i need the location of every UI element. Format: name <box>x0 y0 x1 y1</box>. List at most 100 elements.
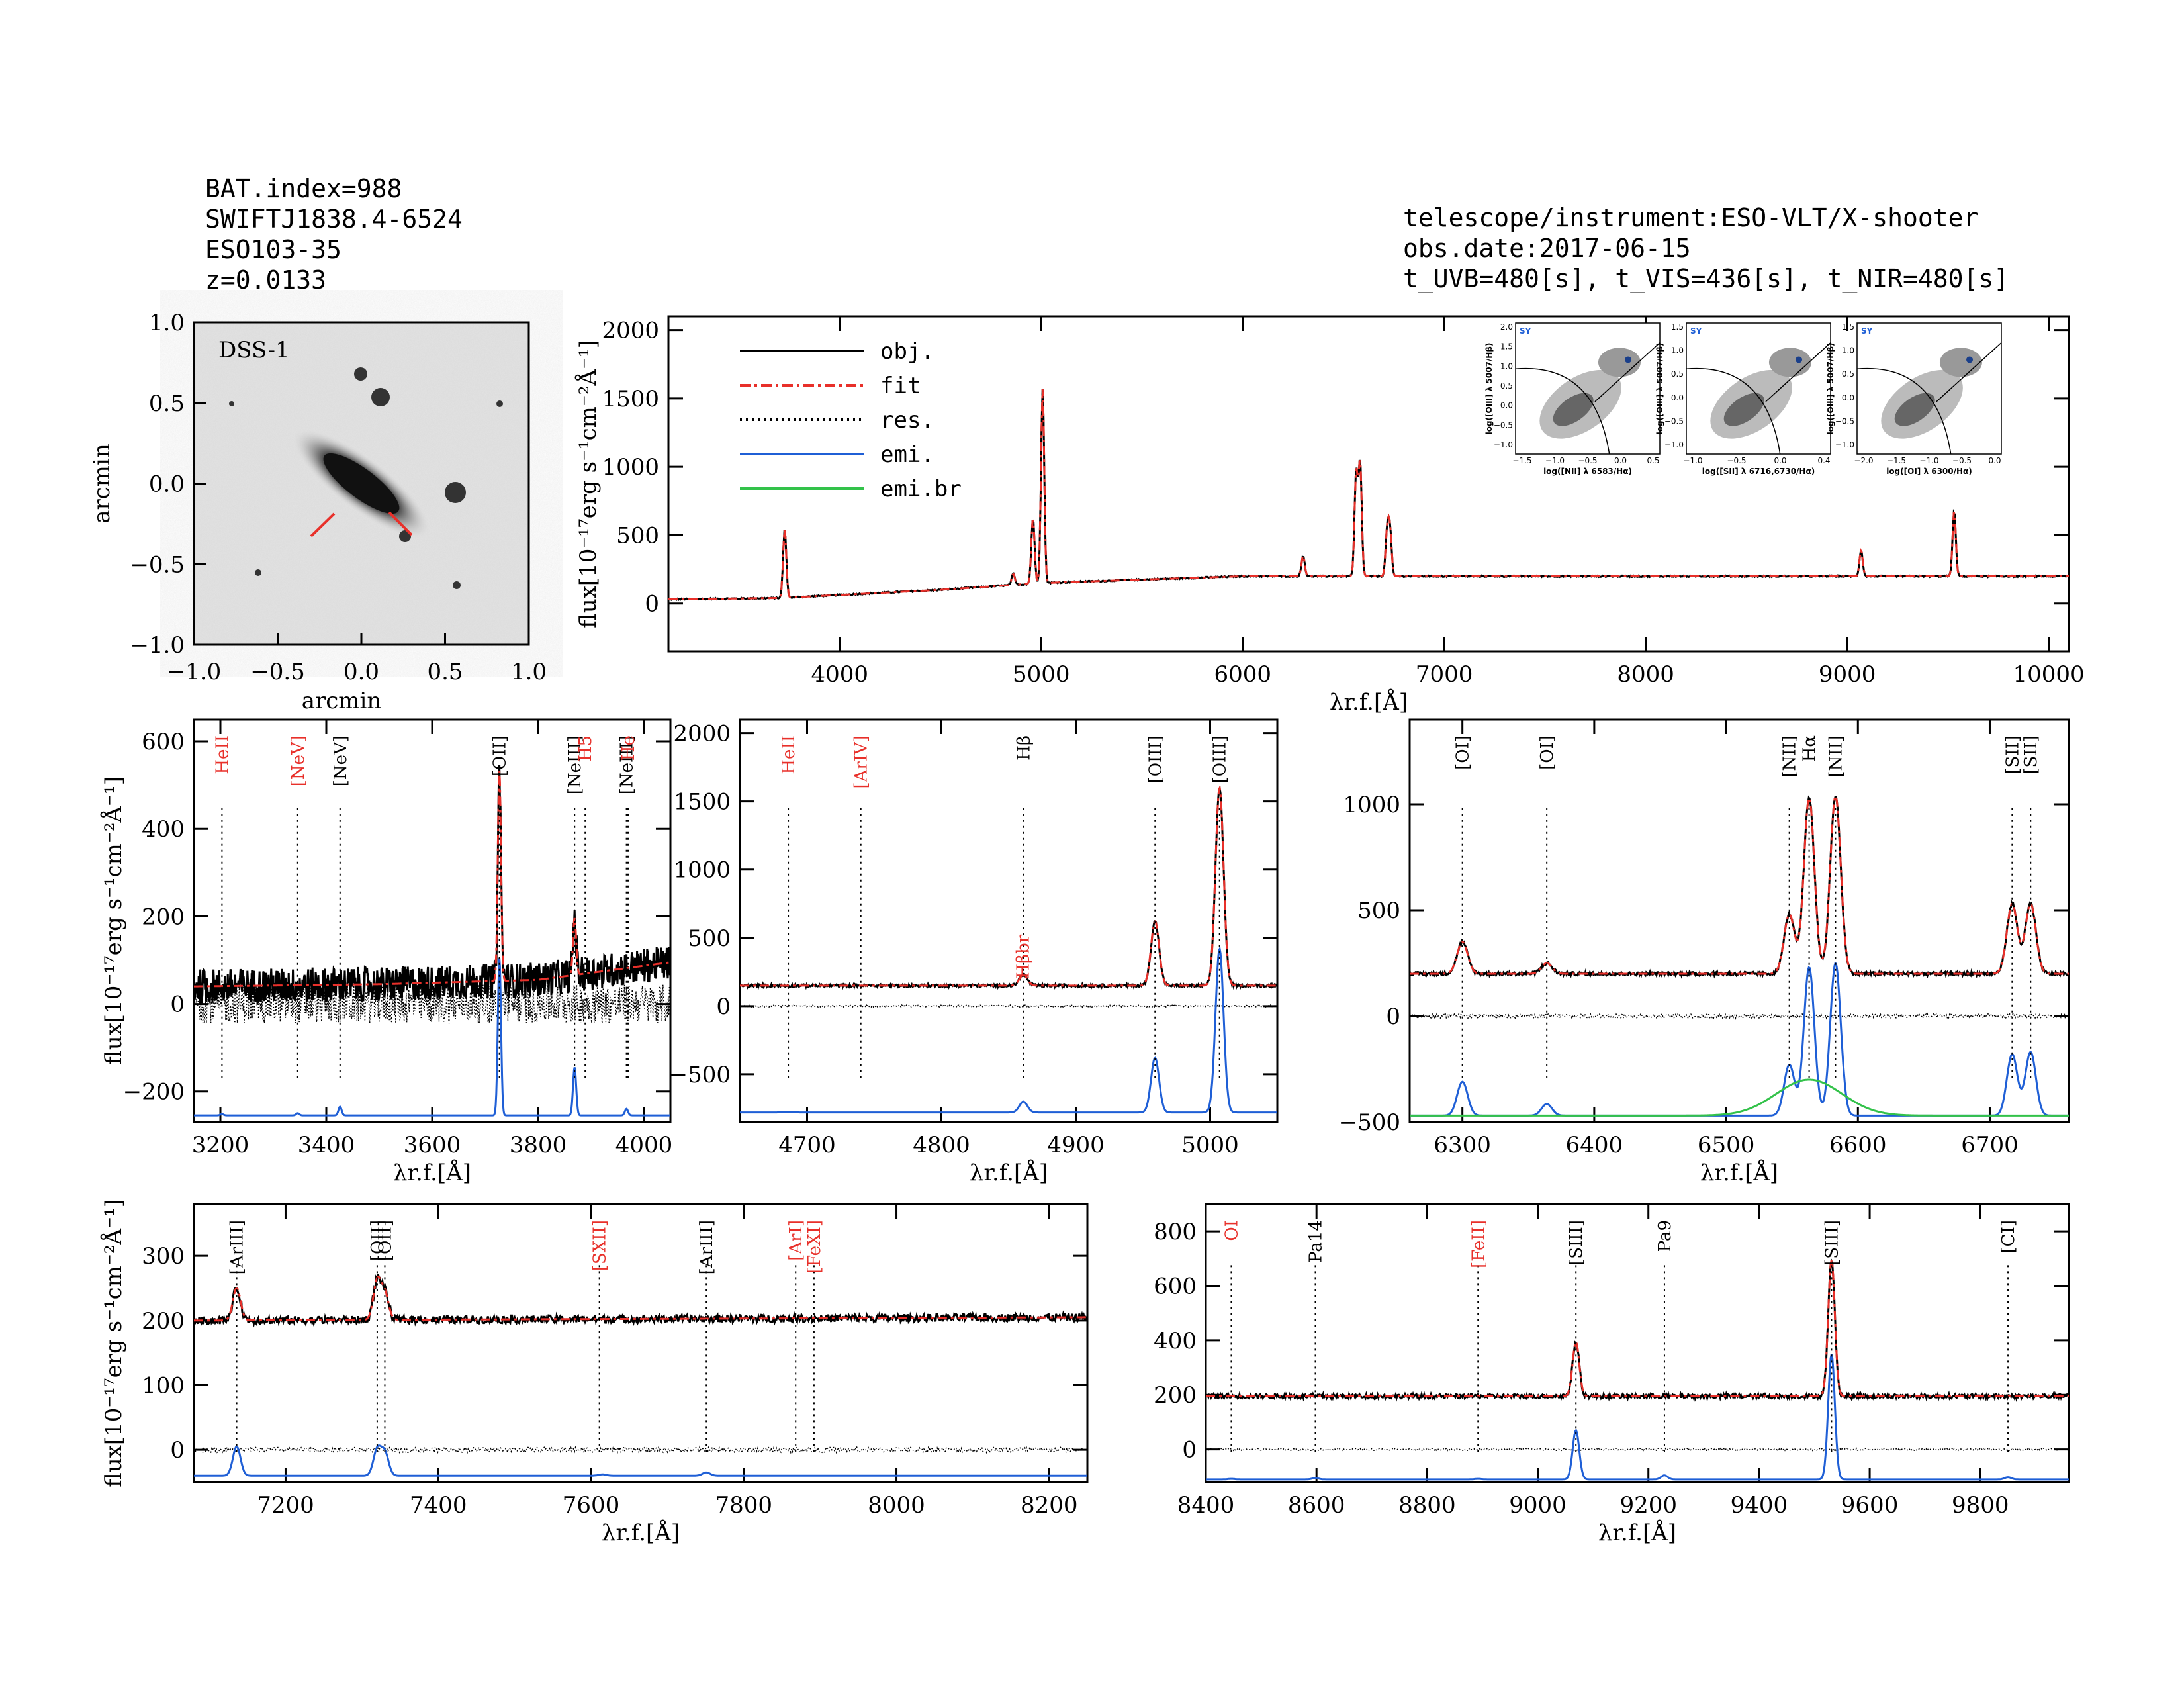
header-right: telescope/instrument:ESO-VLT/X-shooter o… <box>1403 203 2009 294</box>
inset-xtick: 0.0 <box>1614 456 1627 465</box>
inset-xtick: −1.0 <box>1919 456 1938 465</box>
y-axis-label: flux[10⁻¹⁷erg s⁻¹cm⁻²Å⁻¹] <box>574 340 602 628</box>
fit-series <box>194 1275 1087 1322</box>
demarcation-line <box>1594 342 1661 402</box>
inset-xlabel: log([NII] λ 6583/Hα) <box>1543 467 1632 476</box>
y-tick-label: 500 <box>1357 898 1400 924</box>
density-core <box>1723 393 1764 426</box>
inset-xlabel: log([OI] λ 6300/Hα) <box>1886 467 1972 476</box>
x-axis-label: λr.f.[Å] <box>1598 1519 1676 1546</box>
y-tick-label: 600 <box>1154 1274 1197 1300</box>
line-label: Hα <box>1800 735 1820 762</box>
inset-xtick: −0.5 <box>1578 456 1597 465</box>
inset-ytick: 2.0 <box>1500 322 1513 332</box>
inset-class: SY <box>1861 326 1873 336</box>
y-tick-label: 0 <box>170 992 185 1018</box>
inset-xtick: 0.5 <box>1647 456 1659 465</box>
inset-ytick: 1.0 <box>1842 346 1854 355</box>
object-point <box>1966 356 1974 363</box>
line-label: [OII] <box>490 735 510 776</box>
y-tick-label: 2000 <box>602 318 659 344</box>
x-tick-label: 8200 <box>1021 1492 1078 1519</box>
emi-series <box>1206 1354 2069 1481</box>
fit-series <box>668 389 2069 600</box>
inset-ytick: 1.5 <box>1842 322 1854 332</box>
object-point <box>1625 356 1632 363</box>
inset-xtick: 0.4 <box>1817 456 1830 465</box>
emi-series <box>740 945 1277 1114</box>
x-tick-label: 8000 <box>1617 661 1674 688</box>
object-point <box>1796 356 1803 363</box>
inset-class: SY <box>1520 326 1531 336</box>
full-spectrum-panel: 4000 5000 6000 7000 8000 9000 10000 0 500 1000 150… <box>574 315 2085 716</box>
line-label: HeII <box>779 735 799 774</box>
legend-label: emi. <box>880 442 934 468</box>
x-tick-label: 7800 <box>715 1492 773 1519</box>
star <box>453 581 461 589</box>
annotation: Hβbr <box>1013 934 1033 978</box>
slit-marker <box>310 512 336 538</box>
star <box>255 569 261 576</box>
x-tick-label: 3800 <box>510 1132 567 1158</box>
line-label: [OI] <box>1537 735 1557 770</box>
plot-area <box>1206 1258 2069 1481</box>
header-left: BAT.index=988 SWIFTJ1838.4-6524 ESO103-3… <box>205 173 463 295</box>
density-core <box>1894 393 1935 426</box>
residual-series <box>740 1004 1277 1009</box>
inset-ytick: −0.5 <box>1494 420 1513 430</box>
obj-series <box>1206 1258 2069 1403</box>
demarcation-curve <box>1686 367 1781 455</box>
demarcation-curve <box>1515 367 1610 455</box>
dss-axes: −1.0 −0.5 0.0 0.5 1.0 −1.0 −0.5 0.0 0.5 1.0 arcmin… <box>89 310 547 714</box>
panel-7080-8250: 7200 7400 7600 7800 8000 8200 0 100 200 300 λr.f.[… <box>100 1199 1089 1546</box>
swift-id: SWIFTJ1838.4-6524 <box>205 205 463 234</box>
y-tick-label: 1000 <box>602 454 659 481</box>
inset-ytick: 0.5 <box>1671 369 1684 379</box>
inset-ytick: 0.0 <box>1500 401 1513 410</box>
fit-series <box>740 784 1277 987</box>
density-sy <box>1598 348 1641 377</box>
bpt-inset: SY −1.5 −1.0 −0.5 0.0 0.5 2.0 1.5 1.0 0.5 0.0 −0.5 −… <box>1484 322 1661 476</box>
x-tick-label: 8000 <box>868 1492 925 1519</box>
x-tick-label: 6300 <box>1433 1132 1491 1158</box>
panel-3200-4050: 3200 3400 3600 3800 4000 −200 0 200 400 600 λr.f.[… <box>100 718 673 1186</box>
x-tick-label: 9600 <box>1841 1492 1899 1519</box>
inset-ytick: 1.0 <box>1500 361 1513 371</box>
y-tick-label: 0 <box>1182 1437 1197 1464</box>
line-label: HeII <box>212 735 232 774</box>
line-label: [SII] <box>2003 735 2023 774</box>
line-label: [NeV] <box>331 735 351 786</box>
line-label: [CI] <box>1999 1220 2019 1253</box>
x-tick-label: 9400 <box>1731 1492 1788 1519</box>
inset-ytick: 1.0 <box>1671 346 1684 355</box>
y-tick-label: 0 <box>645 591 659 618</box>
star <box>229 401 234 406</box>
line-label: [ArIV] <box>852 735 872 789</box>
x-tick-label: 9200 <box>1619 1492 1677 1519</box>
plot-area <box>740 784 1277 1114</box>
emi-br-series <box>1410 1078 2069 1117</box>
y-tick-label: 500 <box>688 925 731 952</box>
y-tick-label: 1000 <box>1343 792 1400 818</box>
plot-area <box>1410 794 2069 1117</box>
inset-ylabel: log([OIII] λ 5007/Hβ) <box>1484 343 1494 435</box>
demarcation-curve <box>1856 367 1952 455</box>
residual-series <box>1206 1447 2069 1452</box>
galaxy-name: ESO103-35 <box>205 235 341 264</box>
x-tick-label: 10000 <box>2013 661 2084 688</box>
inset-xtick: 0.0 <box>1988 456 2001 465</box>
inset-ytick: −1.0 <box>1835 440 1854 449</box>
fit-series <box>1410 794 2069 975</box>
bat-index: BAT.index=988 <box>205 174 402 203</box>
x-tick-label: 4900 <box>1047 1132 1105 1158</box>
inset-xtick: −0.5 <box>1727 456 1746 465</box>
exposure-line: t_UVB=480[s], t_VIS=436[s], t_NIR=480[s] <box>1403 264 2009 293</box>
plot-area <box>194 1265 1087 1477</box>
x-tick-label: 4000 <box>615 1132 673 1158</box>
residual-series <box>194 1445 1087 1454</box>
line-label: H5 <box>576 735 596 761</box>
line-label: [FeXI] <box>805 1220 825 1274</box>
x-tick-label: 5000 <box>1181 1132 1239 1158</box>
star <box>354 367 367 381</box>
